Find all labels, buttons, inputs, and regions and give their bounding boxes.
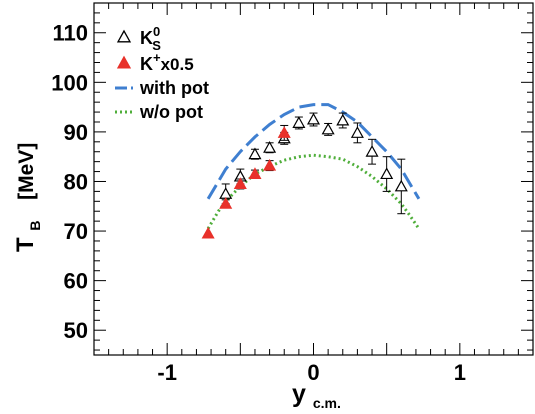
axes: 50 60 70 80 90 100 110 -1 0 1 [51, 2, 534, 385]
data-point-k0s [306, 112, 321, 125]
x-tick-label: -1 [157, 360, 177, 385]
model-curves [206, 103, 421, 230]
legend-label-kplus: K+x0.5 [140, 50, 194, 74]
data-point-kplus [201, 226, 215, 239]
legend-label-k0s: K0 S [140, 24, 161, 53]
series-line-with-pot [206, 103, 421, 200]
y-tick-label: 50 [64, 318, 88, 343]
y-axis-label: T B [MeV] [12, 143, 46, 252]
data-point-kplus [263, 158, 277, 171]
data-point-k0s [321, 122, 335, 135]
legend-label-with_pot: with pot [139, 78, 209, 98]
y-axis-label-unit: [MeV] [15, 143, 38, 200]
legend: K0 SK+x0.5 with pot w/o pot [115, 24, 209, 122]
data-point-k0s [350, 126, 364, 138]
data-point-kplus [219, 197, 233, 209]
data-point-k0s [365, 144, 379, 157]
y-tick-label: 60 [64, 269, 88, 294]
legend-marker-kplus [116, 55, 132, 69]
data-point-kplus [233, 177, 247, 189]
y-axis-label-sub: B [27, 221, 43, 231]
data-point-k0s [380, 167, 394, 180]
x-axis-label: y c.m. [292, 380, 341, 411]
data-point-k0s [336, 113, 350, 126]
y-tick-label: 70 [64, 219, 88, 244]
data-point-k0s [219, 187, 233, 199]
legend-label-wo_pot: w/o pot [139, 102, 203, 122]
data-point-k0s [248, 147, 262, 160]
data-point-k0s [292, 116, 306, 128]
legend-marker-k0s [116, 29, 132, 43]
x-tick-label: 0 [307, 360, 319, 385]
data-point-kplus [277, 126, 291, 138]
y-tick-label: 90 [64, 120, 88, 145]
data-point-k0s [263, 141, 277, 153]
data-points [201, 112, 408, 239]
x-tick-label: 1 [454, 360, 466, 385]
y-tick-label: 110 [53, 21, 89, 46]
data-point-kplus [248, 167, 262, 180]
x-axis-label-main: y [292, 380, 306, 408]
series-line-wo-pot [206, 153, 421, 230]
data-point-k0s [394, 179, 408, 192]
x-axis-label-sub: c.m. [313, 395, 341, 411]
y-tick-label: 100 [51, 70, 88, 95]
y-axis-label-main: T [12, 237, 39, 252]
y-tick-label: 80 [64, 169, 88, 194]
